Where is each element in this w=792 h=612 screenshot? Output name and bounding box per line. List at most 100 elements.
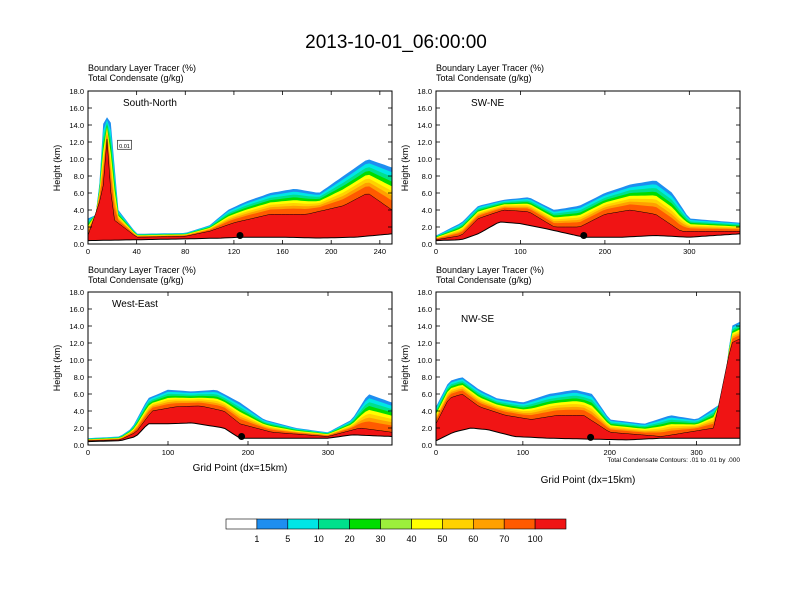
y-tick-label: 12.0: [417, 339, 432, 348]
panel-title: West-East: [112, 299, 158, 310]
panel-nw-se: Boundary Layer Tracer (%) Total Condensa…: [400, 265, 741, 486]
x-tick-label: 0: [86, 448, 90, 457]
tracer-band: [436, 335, 740, 441]
x-tick-label: 200: [242, 448, 255, 457]
y-tick-label: 16.0: [417, 104, 432, 113]
x-tick-label: 80: [181, 247, 189, 256]
colorbar-swatch: [380, 518, 412, 530]
y-tick-label: 2.0: [422, 223, 432, 232]
plot-area: 0.0 2.0 4.0 6.0 8.0 10.0 12.0 14.0 16.0 18.0 0 100 2…: [69, 288, 393, 457]
tracer-band: [88, 139, 392, 241]
colorbar-swatch: [349, 518, 381, 530]
panel-title: South-North: [123, 98, 177, 109]
y-tick-label: 2.0: [74, 424, 84, 433]
y-tick-label: 0.0: [74, 240, 84, 249]
condensate-contour: [88, 405, 392, 442]
y-tick-label: 10.0: [69, 155, 84, 164]
footnote: Total Condensate Contours: .01 to .01 by…: [607, 457, 740, 464]
x-tick-label: 200: [599, 247, 612, 256]
plot-area: 0.0 2.0 4.0 6.0 8.0 10.0 12.0 14.0 16.0 18.0 0 100 2…: [417, 288, 741, 457]
main-title: 2013-10-01_06:00:00: [305, 32, 487, 53]
panel-left-string-2: Total Condensate (g/kg): [436, 73, 532, 83]
y-axis-label: Height (km): [400, 345, 410, 392]
y-tick-label: 4.0: [74, 407, 84, 416]
field: [436, 180, 740, 244]
colorbar-label: 30: [375, 534, 385, 544]
panel-title: SW-NE: [471, 98, 504, 109]
panel-title: NW-SE: [461, 314, 494, 325]
x-tick-label: 240: [374, 247, 387, 256]
panel-left-string-2: Total Condensate (g/kg): [88, 73, 184, 83]
plot-frame: [87, 291, 393, 446]
y-tick-label: 2.0: [74, 223, 84, 232]
panel-left-string-1: Boundary Layer Tracer (%): [436, 265, 544, 275]
x-tick-label: 40: [132, 247, 140, 256]
y-axis-label: Height (km): [52, 145, 62, 192]
y-tick-label: 0.0: [422, 441, 432, 450]
colorbar-label: 20: [345, 534, 355, 544]
y-tick-label: 0.0: [74, 441, 84, 450]
y-tick-label: 14.0: [69, 322, 84, 331]
x-tick-label: 100: [514, 247, 527, 256]
y-tick-label: 16.0: [69, 305, 84, 314]
colorbar-swatch: [534, 518, 567, 530]
colorbar-label: 50: [437, 534, 447, 544]
y-tick-label: 16.0: [417, 305, 432, 314]
x-tick-label: 300: [690, 448, 703, 457]
x-tick-label: 0: [86, 247, 90, 256]
plot-area: 0.0 2.0 4.0 6.0 8.0 10.0 12.0 14.0 16.0 18.0 0 40 80…: [69, 87, 393, 256]
y-tick-label: 18.0: [69, 288, 84, 297]
y-tick-label: 6.0: [74, 390, 84, 399]
y-axis-label: Height (km): [52, 345, 62, 392]
terrain: [436, 221, 740, 244]
condensate-contour: [436, 338, 740, 437]
plot-frame: [435, 90, 741, 245]
contour-label: 0.01: [119, 144, 130, 150]
field: [436, 321, 740, 445]
colorbar-label: 40: [406, 534, 416, 544]
colorbar-swatch: [256, 518, 289, 530]
panel-south-north: Boundary Layer Tracer (%) Total Condensa…: [52, 63, 393, 256]
y-tick-label: 6.0: [422, 189, 432, 198]
x-tick-label: 120: [228, 247, 241, 256]
colorbar-label: 5: [285, 534, 290, 544]
y-tick-label: 4.0: [422, 206, 432, 215]
plot-area: 0.0 2.0 4.0 6.0 8.0 10.0 12.0 14.0 16.0 18.0 0 100 2…: [417, 87, 741, 256]
y-tick-label: 8.0: [422, 172, 432, 181]
colorbar-label: 70: [499, 534, 509, 544]
y-tick-label: 0.0: [422, 240, 432, 249]
x-tick-label: 160: [276, 247, 289, 256]
x-tick-label: 200: [603, 448, 616, 457]
panel-left-string-1: Boundary Layer Tracer (%): [88, 265, 196, 275]
panel-sw-ne: Boundary Layer Tracer (%) Total Condensa…: [400, 63, 741, 256]
y-tick-label: 14.0: [417, 322, 432, 331]
y-tick-label: 10.0: [69, 356, 84, 365]
y-tick-label: 6.0: [422, 390, 432, 399]
condensate-contour: [436, 209, 740, 241]
condensate-contour: [88, 139, 392, 238]
y-tick-label: 10.0: [417, 155, 432, 164]
x-tick-label: 300: [322, 448, 335, 457]
y-tick-label: 6.0: [74, 189, 84, 198]
x-tick-label: 200: [325, 247, 338, 256]
y-tick-label: 10.0: [417, 356, 432, 365]
panel-west-east: Boundary Layer Tracer (%) Total Condensa…: [52, 265, 393, 474]
y-tick-label: 18.0: [417, 288, 432, 297]
plot-frame: [435, 291, 741, 446]
y-tick-label: 12.0: [69, 138, 84, 147]
field: [88, 389, 392, 445]
y-tick-label: 16.0: [69, 104, 84, 113]
colorbar-swatch: [318, 518, 350, 530]
colorbar-swatch: [442, 518, 474, 530]
colorbar-swatch: [472, 518, 505, 530]
x-axis-label: Grid Point (dx=15km): [193, 463, 288, 474]
location-marker: [236, 232, 244, 239]
y-tick-label: 4.0: [74, 206, 84, 215]
colorbar-label: 1: [254, 534, 259, 544]
field: [88, 117, 392, 244]
colorbar-swatch: [225, 518, 258, 530]
x-tick-label: 100: [162, 448, 175, 457]
panel-left-string-1: Boundary Layer Tracer (%): [88, 63, 196, 73]
colorbar-swatch: [503, 518, 536, 530]
